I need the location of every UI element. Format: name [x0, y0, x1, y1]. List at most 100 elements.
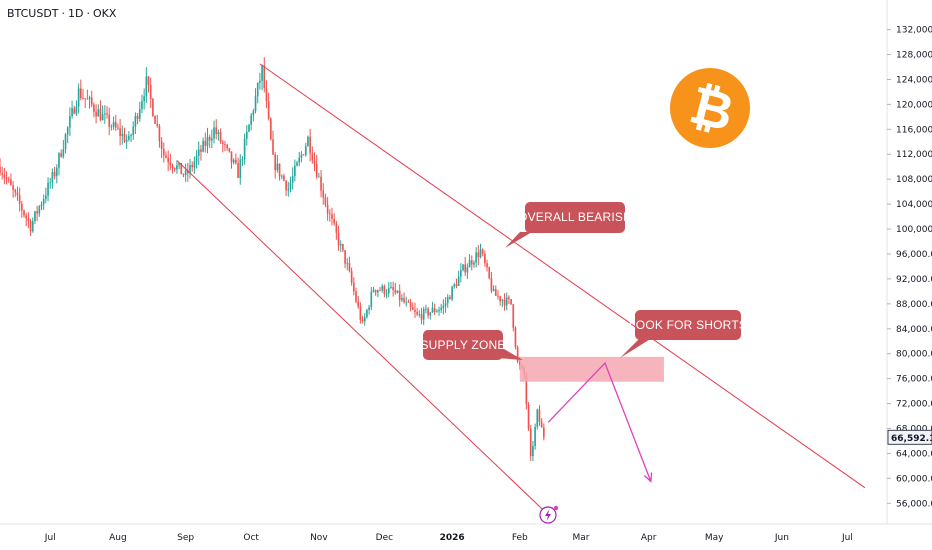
candle-body	[311, 153, 314, 161]
candle	[278, 163, 281, 181]
candle	[346, 258, 349, 271]
candle-body	[60, 153, 62, 157]
candle	[342, 243, 344, 253]
candle-body	[401, 298, 403, 301]
candle	[119, 118, 121, 146]
callout-overall-bearish: OVERALL BEARISH	[505, 202, 632, 248]
candle	[442, 299, 445, 315]
candle	[374, 289, 377, 296]
candle-body	[409, 302, 412, 308]
candle	[403, 292, 405, 304]
candle	[62, 139, 65, 159]
candle	[101, 105, 104, 121]
candlestick-series	[0, 57, 545, 462]
candle-body	[309, 136, 311, 154]
candle-body	[407, 301, 410, 303]
candle	[197, 141, 200, 165]
candle	[335, 220, 338, 240]
candle	[422, 306, 425, 325]
time-axis[interactable]: Jul Aug Sep Oct Nov Dec 2026 Feb Mar Apr May Jun Jul	[44, 533, 853, 543]
candle	[350, 267, 353, 286]
candle	[479, 243, 482, 259]
candle	[0, 158, 1, 176]
candle-body	[416, 311, 418, 315]
candle-body	[36, 211, 38, 214]
candle-body	[182, 174, 185, 176]
candle	[477, 245, 480, 266]
candle	[90, 90, 93, 108]
candle	[245, 125, 248, 146]
candle	[256, 82, 259, 104]
candle-body	[224, 143, 226, 145]
candle	[370, 287, 373, 311]
candle	[7, 176, 10, 183]
candle-body	[377, 290, 379, 293]
candle-body	[230, 151, 233, 163]
candle	[394, 282, 397, 295]
symbol-header[interactable]: BTCUSDT · 1D · OKX	[7, 7, 117, 20]
candle-body	[143, 96, 145, 102]
candle	[239, 154, 242, 185]
candle	[110, 124, 113, 131]
candle-body	[278, 163, 281, 177]
candle-body	[440, 307, 443, 310]
channel-lower-line	[176, 160, 547, 514]
candle	[88, 95, 91, 109]
candle-body	[451, 286, 453, 300]
candle	[366, 308, 368, 319]
candle-body	[372, 289, 375, 292]
candle-body	[189, 164, 191, 174]
candle-body	[55, 167, 58, 177]
candle-body	[287, 188, 290, 191]
candle	[145, 67, 148, 104]
candle	[147, 76, 150, 93]
candle	[289, 176, 292, 193]
y-tick-label: 132,000.0	[896, 26, 932, 36]
candle	[352, 277, 355, 296]
candle-body	[326, 204, 329, 214]
last-price-label: 66,592.1	[887, 429, 932, 445]
candle	[93, 102, 95, 118]
x-tick-label: Feb	[512, 533, 528, 543]
candle-body	[101, 114, 104, 121]
candle-body	[138, 109, 141, 119]
candle-body	[180, 163, 183, 175]
candle	[326, 197, 329, 221]
candle-body	[429, 312, 432, 316]
candle-body	[66, 127, 69, 135]
candle-body	[486, 263, 488, 268]
candle-body	[204, 140, 207, 146]
candle	[47, 177, 49, 202]
candle	[123, 127, 126, 144]
candle	[313, 152, 316, 172]
candle-body	[272, 139, 274, 155]
candle	[252, 108, 255, 122]
candle-body	[366, 309, 368, 318]
candle-body	[132, 126, 135, 136]
candle-body	[381, 285, 384, 291]
candle-body	[149, 84, 152, 100]
candle	[538, 405, 541, 426]
lightning-icon[interactable]	[539, 505, 559, 524]
candle-body	[414, 309, 416, 312]
x-tick-label: Nov	[310, 533, 328, 543]
candle-body	[215, 127, 218, 135]
last-price-text: 66,592.1	[891, 434, 932, 444]
candle	[51, 168, 54, 189]
candle-body	[289, 182, 292, 189]
price-axis[interactable]: 132,000.0 128,000.0 124,000.0 120,000.0 116,…	[887, 26, 932, 510]
candle	[23, 209, 25, 218]
candle-body	[34, 211, 36, 222]
candle	[171, 163, 174, 174]
candle	[217, 129, 220, 141]
candle-body	[58, 153, 60, 168]
candle-body	[444, 303, 447, 306]
candle-body	[176, 165, 178, 170]
candle-body	[141, 101, 143, 110]
candle-body	[462, 264, 464, 271]
candle	[219, 128, 222, 144]
candle	[66, 126, 69, 144]
candle-body	[237, 163, 239, 178]
candle	[392, 281, 394, 297]
